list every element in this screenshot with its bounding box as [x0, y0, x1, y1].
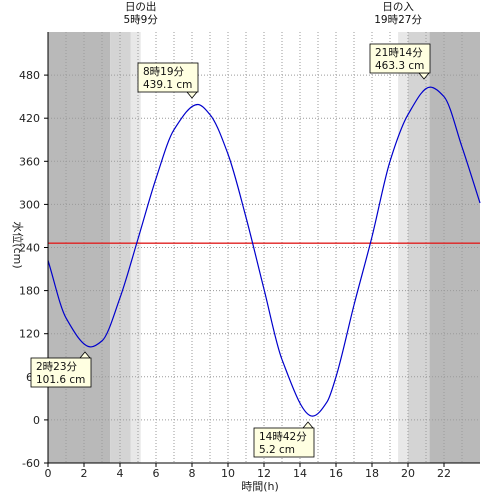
callout-box: [30, 357, 92, 388]
x-tick-label: 14: [293, 467, 307, 480]
callout-box: [137, 62, 199, 93]
x-tick-label: 12: [257, 467, 271, 480]
x-tick-label: 16: [329, 467, 343, 480]
night-shade-band: [429, 32, 480, 463]
y-tick-label: 300: [19, 198, 40, 211]
sunrise-time: 5時9分: [124, 14, 159, 26]
callout-value-label: 101.6 cm: [36, 374, 85, 386]
y-tick-label: 120: [19, 328, 40, 341]
y-tick-label: 360: [19, 155, 40, 168]
tide-level-line: [47, 86, 481, 417]
night-shade-band: [398, 32, 408, 463]
x-axis-title: 時間(h): [241, 480, 279, 493]
callout-value-label: 5.2 cm: [259, 444, 295, 456]
x-tick-label: 18: [365, 467, 379, 480]
sunset-time: 19時27分: [374, 14, 422, 26]
sunrise-title: 日の出: [125, 0, 157, 13]
x-tick-label: 2: [81, 467, 88, 480]
y-tick-label: 0: [33, 414, 40, 427]
sunset-title: 日の入: [382, 1, 414, 13]
series-layer: [47, 86, 481, 417]
callout-box: [253, 427, 315, 458]
callout-value-label: 439.1 cm: [143, 79, 192, 91]
y-tick-label: 420: [19, 112, 40, 125]
y-tick-label: -60: [22, 457, 40, 470]
x-tick-label: 22: [437, 467, 451, 480]
y-axis-title: 水位(cm): [11, 221, 25, 268]
x-tick-label: 10: [221, 467, 235, 480]
x-tick-label: 20: [401, 467, 415, 480]
x-tick-label: 8: [189, 467, 196, 480]
y-tick-label: 180: [19, 285, 40, 298]
callout-box: [369, 43, 431, 74]
tick-label-layer: 0246810121416182022-60060120180240300360…: [19, 69, 451, 480]
x-tick-label: 4: [117, 467, 124, 480]
callout-time-label: 8時19分: [143, 66, 185, 78]
y-tick-label: 240: [19, 242, 40, 255]
x-tick-label: 6: [153, 467, 160, 480]
y-tick-label: 480: [19, 69, 40, 82]
callout-time-label: 2時23分: [36, 361, 78, 373]
night-shade-band: [408, 32, 430, 463]
callout-time-label: 21時14分: [375, 47, 423, 59]
callout-value-label: 463.3 cm: [375, 60, 424, 72]
callout-time-label: 14時42分: [259, 431, 307, 443]
x-tick-label: 0: [45, 467, 52, 480]
